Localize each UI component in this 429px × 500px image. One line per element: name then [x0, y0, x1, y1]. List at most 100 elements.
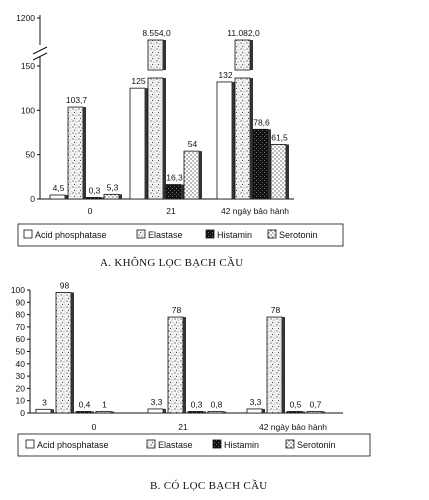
- bar: [207, 411, 224, 414]
- chart-a: 0 50 100 150 1200 0 21 42 ngày bảo hành 4,5 125 13…: [16, 13, 294, 216]
- legend-swatch: [212, 439, 222, 449]
- bar-shadow: [83, 107, 86, 199]
- x-tick-label: 21: [178, 422, 188, 432]
- data-label: 3,3: [151, 397, 163, 407]
- data-label: 8.554,0: [142, 28, 171, 38]
- y-tick-label: 100: [21, 105, 35, 115]
- bar: [183, 150, 200, 200]
- data-label: 0,7: [310, 400, 322, 410]
- legend-swatch: [23, 229, 33, 239]
- legend-swatch: [136, 229, 146, 239]
- bar: [67, 106, 84, 200]
- data-label: 1: [102, 400, 107, 410]
- data-label: 0,5: [290, 400, 302, 410]
- bar: [252, 128, 269, 200]
- bar: [85, 197, 102, 200]
- y-tick-label: 70: [16, 322, 26, 332]
- bar-shadow: [91, 411, 94, 413]
- data-label: 78: [271, 305, 281, 315]
- x-tick-label: 21: [166, 206, 176, 216]
- bar: [55, 292, 72, 414]
- y-tick-label: 40: [16, 359, 26, 369]
- chart-b-title: B. CÓ LỌC BẠCH CẦU: [150, 479, 268, 492]
- legend-label: Histamin: [224, 440, 259, 450]
- bar-shadow: [51, 409, 54, 413]
- legend-label: Elastase: [158, 440, 193, 450]
- chart-b: 0 10 20 30 40 50 60 70 80 90 100 0 21 42 ngày bảo hàn…: [11, 280, 343, 432]
- bar-shadow: [268, 129, 271, 199]
- y-tick-label: 30: [16, 371, 26, 381]
- bar: [286, 411, 303, 414]
- bar-shadow: [163, 78, 166, 199]
- data-label: 3: [42, 397, 47, 407]
- y-tick-label: 90: [16, 297, 26, 307]
- data-label: 132: [218, 70, 232, 80]
- bar-broken-top: [147, 39, 164, 71]
- legend-box: [17, 433, 371, 457]
- x-tick-label: 0: [92, 422, 97, 432]
- bar-shadow: [181, 184, 184, 199]
- bar-shadow: [101, 197, 104, 199]
- data-label: 98: [60, 280, 70, 290]
- legend-box: [17, 223, 344, 247]
- bar-shadow: [322, 411, 325, 413]
- legend-swatch: [285, 439, 295, 449]
- y-tick-label: 10: [16, 396, 26, 406]
- legend-label: Histamin: [217, 230, 252, 240]
- y-tick-label: 20: [16, 383, 26, 393]
- legend-label: Serotonin: [279, 230, 318, 240]
- bar: [147, 408, 164, 414]
- x-tick-label: 42 ngày bảo hành: [259, 422, 327, 432]
- bar-shadow: [262, 408, 265, 413]
- bar-shadow: [183, 317, 186, 413]
- bar-shadow: [119, 194, 122, 199]
- y-tick-label: 100: [11, 285, 25, 295]
- x-tick-label: 0: [88, 206, 93, 216]
- bar-shadow: [282, 317, 285, 413]
- legend-swatch: [267, 229, 277, 239]
- data-label: 11.082,0: [227, 28, 260, 38]
- bar-shadow: [145, 88, 148, 199]
- bar: [167, 316, 184, 414]
- bar-shadow: [250, 78, 253, 199]
- legend-label: Acid phosphatase: [35, 230, 107, 240]
- bar: [49, 194, 66, 200]
- bar-shadow: [302, 411, 305, 413]
- bar-shadow: [199, 151, 202, 199]
- legend-swatch: [205, 229, 215, 239]
- bar-shadow: [203, 411, 206, 413]
- data-label: 78: [172, 305, 182, 315]
- legend-b: Acid phosphatase Elastase Histamin Serotoni…: [17, 433, 371, 457]
- x-tick-label: 42 ngày bảo hành: [221, 206, 289, 216]
- data-label: 78,6: [253, 117, 270, 127]
- legend-label: Serotonin: [297, 440, 336, 450]
- data-label: 0,3: [191, 400, 203, 410]
- data-label: 0,4: [79, 400, 91, 410]
- chart-a-title: A. KHÔNG LỌC BẠCH CẦU: [100, 256, 244, 269]
- data-label: 4,5: [53, 183, 65, 193]
- bar-shadow: [232, 81, 235, 199]
- data-label: 103,7: [66, 95, 88, 105]
- y-tick-label: 0: [30, 194, 35, 204]
- bar: [266, 316, 283, 414]
- data-label: 61,5: [271, 132, 288, 142]
- bar-shadow: [111, 411, 114, 413]
- bar: [270, 144, 287, 200]
- legend-label: Acid phosphatase: [37, 440, 109, 450]
- data-label: 5,3: [107, 182, 119, 192]
- data-label: 3,3: [250, 397, 262, 407]
- bar: [216, 81, 233, 200]
- y-tick-label: 1200: [16, 13, 35, 23]
- data-label: 125: [131, 76, 145, 86]
- bar-broken-top: [234, 39, 251, 71]
- legend-swatch: [25, 439, 35, 449]
- axis-break-mark: [32, 52, 48, 61]
- y-tick-label: 150: [21, 61, 35, 71]
- bar-shadow: [163, 408, 166, 413]
- bar: [187, 411, 204, 414]
- bar-shadow: [250, 40, 253, 70]
- y-tick-label: 80: [16, 310, 26, 320]
- bar-shadow: [223, 411, 226, 413]
- bar: [147, 77, 164, 200]
